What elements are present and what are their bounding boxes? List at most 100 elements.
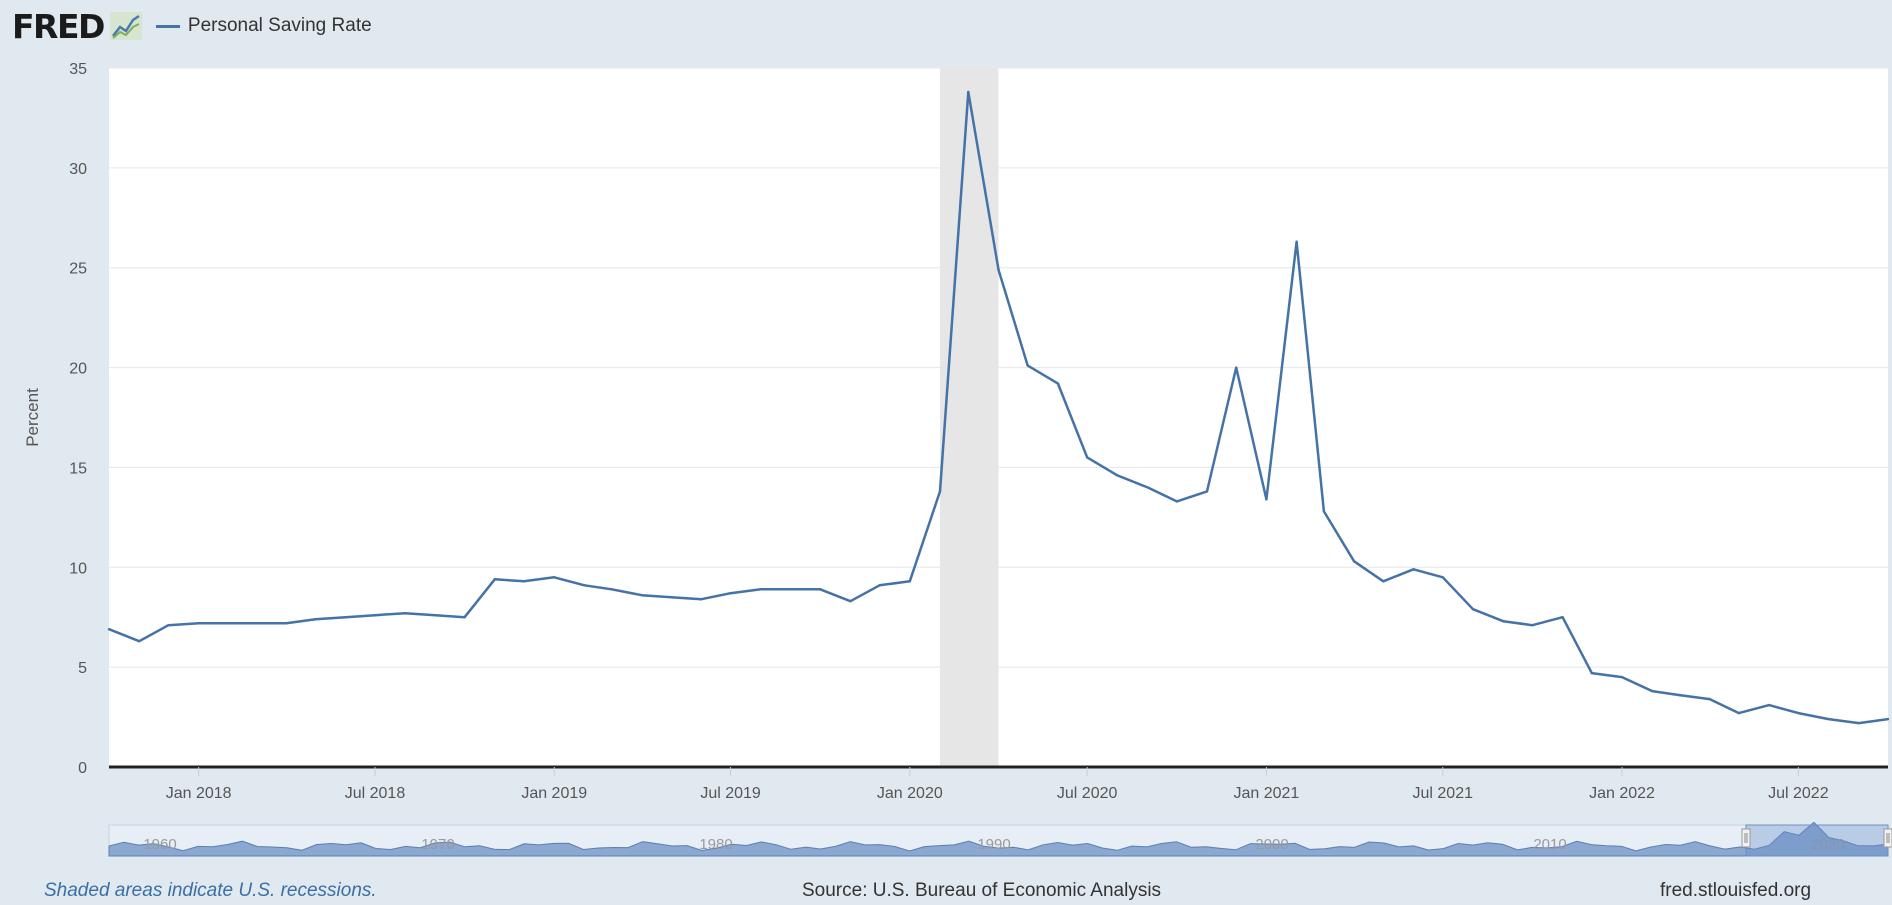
y-tick-label: 0 <box>78 760 87 777</box>
data-point <box>1827 717 1830 721</box>
data-point <box>1352 560 1356 563</box>
data-point <box>938 490 942 493</box>
data-point <box>849 600 852 603</box>
x-tick-label: Jul 2022 <box>1768 785 1829 802</box>
data-point <box>344 616 347 619</box>
data-point <box>1205 490 1209 493</box>
x-tick-label: Jan 2021 <box>1233 785 1299 802</box>
data-point <box>1175 500 1178 503</box>
data-point <box>463 616 466 619</box>
navigator-year-label: 2020 <box>1811 836 1844 853</box>
x-tick-label: Jul 2020 <box>1057 785 1118 802</box>
data-point <box>1056 382 1060 385</box>
data-point <box>1561 616 1564 619</box>
data-point <box>1797 711 1800 715</box>
data-point <box>908 580 912 583</box>
legend-line-swatch <box>155 24 180 28</box>
data-point <box>997 268 1000 271</box>
navigator-year-label: 1960 <box>143 836 176 853</box>
data-point <box>314 618 317 621</box>
data-point <box>1146 486 1149 489</box>
recession-shade <box>940 68 999 767</box>
data-point <box>1886 717 1890 721</box>
source-note: Source: U.S. Bureau of Economic Analysis <box>802 880 1162 901</box>
navigator-year-label: 1970 <box>421 836 454 853</box>
data-point <box>1265 498 1268 501</box>
data-point <box>373 614 377 617</box>
data-point <box>1441 576 1444 579</box>
data-point <box>1322 510 1326 513</box>
data-point <box>1412 568 1415 571</box>
x-tick-label: Jan 2018 <box>166 785 232 802</box>
y-axis-title: Percent <box>23 388 42 447</box>
data-point <box>1590 671 1594 675</box>
data-point <box>522 580 526 583</box>
x-tick-label: Jan 2022 <box>1589 785 1655 802</box>
range-navigator[interactable]: 1960 1970 1980 1990 2000 2010 2020 <box>108 821 1892 857</box>
data-point <box>1857 721 1860 725</box>
data-point <box>1501 620 1505 623</box>
data-point <box>107 627 111 631</box>
x-tick-label: Jan 2020 <box>877 785 943 802</box>
data-point <box>759 588 762 591</box>
navigator-year-label: 2000 <box>1255 836 1288 853</box>
data-point <box>1471 608 1475 611</box>
data-point <box>254 622 258 625</box>
navigator-series-area <box>108 821 1889 857</box>
chart-header: FRED Personal Saving Rate <box>12 6 372 46</box>
y-tick-label: 35 <box>69 61 87 78</box>
navigator-year-label: 1990 <box>977 836 1010 853</box>
data-point <box>1708 697 1711 701</box>
data-point <box>1531 624 1534 627</box>
data-point <box>1651 689 1654 693</box>
data-point <box>227 622 231 625</box>
navigator-handle[interactable] <box>1741 828 1751 848</box>
data-point <box>1678 693 1681 697</box>
x-tick-label: Jan 2019 <box>521 785 587 802</box>
data-point <box>669 596 673 599</box>
data-point <box>967 90 970 94</box>
x-tick-label: Jul 2018 <box>345 785 406 802</box>
y-tick-label: 10 <box>69 560 87 577</box>
y-tick-label: 5 <box>78 660 87 677</box>
navigator-selection <box>1745 824 1889 857</box>
data-point <box>583 584 586 587</box>
data-point <box>819 588 822 591</box>
y-tick-label: 30 <box>69 161 87 178</box>
data-point <box>610 588 613 591</box>
x-tick-label: Jul 2019 <box>700 785 761 802</box>
data-point <box>493 578 497 581</box>
data-point <box>878 584 881 587</box>
data-point <box>1235 366 1238 369</box>
data-point <box>1737 711 1741 715</box>
chart: 0 5 10 15 20 25 30 35 Jan 2018 Jul 2018 Jan 2019 Ju… <box>23 61 1892 857</box>
navigator-year-label: 1980 <box>699 836 732 853</box>
data-point <box>1295 240 1298 243</box>
navigator-year-label: 2010 <box>1533 836 1566 853</box>
legend-label: Personal Saving Rate <box>187 15 372 36</box>
navigator-handle[interactable] <box>1883 828 1892 848</box>
data-point <box>1382 580 1385 583</box>
data-point <box>1085 456 1089 459</box>
chart-legend[interactable]: Personal Saving Rate <box>155 15 372 37</box>
data-point <box>1767 703 1771 707</box>
data-point <box>553 576 556 579</box>
y-tick-label: 15 <box>69 460 87 477</box>
data-point <box>285 622 288 625</box>
data-point <box>167 624 170 627</box>
recession-note: Shaded areas indicate U.S. recessions. <box>44 880 377 901</box>
data-point <box>729 592 732 595</box>
data-point <box>700 598 703 601</box>
y-tick-label: 25 <box>69 261 87 278</box>
data-point <box>434 614 437 617</box>
site-url[interactable]: fred.stlouisfed.org <box>1660 880 1812 901</box>
data-point <box>403 612 407 615</box>
fred-line-graph-icon <box>109 12 142 40</box>
x-tick-label: Jul 2021 <box>1413 785 1474 802</box>
data-point <box>1026 364 1029 367</box>
y-tick-label: 20 <box>69 361 87 378</box>
data-point <box>1116 474 1119 477</box>
data-point <box>640 594 644 597</box>
data-point <box>197 622 200 625</box>
fred-logo[interactable]: FRED <box>12 6 105 46</box>
